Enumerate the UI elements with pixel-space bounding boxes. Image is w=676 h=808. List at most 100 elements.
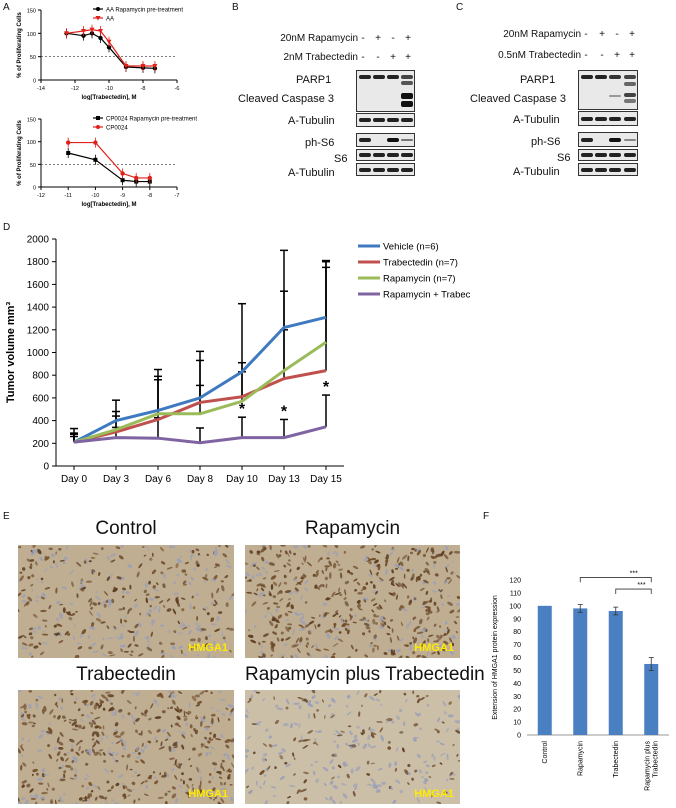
y-axis-label: Tumor volume mm³ <box>5 302 17 404</box>
micrograph-control: HMGA1 <box>18 545 234 658</box>
data-point <box>147 175 152 181</box>
wb-c-band-parp1-caspase <box>578 70 638 110</box>
x-tick-label: -10 <box>91 193 99 199</box>
x-tick-label: Rapamycin <box>577 741 584 776</box>
y-tick-label: 1800 <box>27 257 50 268</box>
data-point <box>106 45 112 50</box>
significance-stars: *** <box>630 570 638 577</box>
y-tick-label: 1600 <box>27 280 50 291</box>
x-tick-label: -9 <box>120 193 125 199</box>
y-tick-label: 70 <box>513 642 521 649</box>
series-line <box>73 315 327 444</box>
x-tick-label: Day 8 <box>187 474 214 485</box>
y-tick-label: 150 <box>27 9 36 15</box>
legend-label: Vehicle (n=6) <box>383 242 439 253</box>
y-tick-label: 120 <box>509 578 521 585</box>
data-point <box>93 157 98 162</box>
wb-c-band-tubulin2 <box>578 163 638 176</box>
wb-symbol: - <box>600 50 604 61</box>
data-point <box>98 29 103 34</box>
wb-b-trabectedin-label: 2nM Trabectedin <box>283 52 359 63</box>
x-tick-label: -12 <box>71 86 79 92</box>
panel-label-e: E <box>3 511 10 522</box>
wb-symbol: - <box>615 29 619 40</box>
significance-star: * <box>281 403 288 420</box>
x-tick-label: Trabectedin <box>652 741 659 778</box>
legend-marker <box>96 125 100 129</box>
y-tick-label: 90 <box>513 616 521 623</box>
data-point <box>152 64 158 69</box>
wb-symbol: + <box>629 50 635 61</box>
wb-symbol: + <box>375 33 381 44</box>
y-tick-label: 20 <box>513 707 521 714</box>
y-tick-label: 50 <box>513 668 521 675</box>
x-tick-label: -12 <box>37 193 45 199</box>
y-tick-label: 2000 <box>27 235 50 246</box>
wb-b-band-parp1-caspase <box>356 70 415 112</box>
significance-star: * <box>239 401 246 418</box>
wb-c-band-tubulin <box>578 111 638 126</box>
legend-label: CP0024 <box>106 126 128 132</box>
x-tick-label: Day 10 <box>226 474 258 485</box>
wb-b-tubulin-label: A-Tubulin <box>288 115 335 127</box>
hmga1-stain-label: HMGA1 <box>414 642 454 654</box>
y-tick-label: 0 <box>43 462 49 473</box>
wb-symbol: + <box>405 52 411 63</box>
y-tick-label: 100 <box>509 603 521 610</box>
chart-f-hmga1-bar: 0 10 20 30 40 50 60 70 80 90 100 110 120 Extension of… <box>492 570 669 791</box>
wb-symbol: + <box>599 29 605 40</box>
x-tick-label: Day 0 <box>61 474 88 485</box>
bar <box>644 663 659 735</box>
data-point <box>81 29 86 34</box>
x-tick-label: -7 <box>175 193 180 199</box>
wb-c-tubulin-label: A-Tubulin <box>513 114 560 126</box>
data-point <box>64 31 69 36</box>
significance-star: * <box>323 379 330 396</box>
wb-c-trabectedin-label: 0.5nM Trabectedin <box>498 50 581 61</box>
micro-title-combo: Rapamycin plus Trabectedin <box>245 664 485 685</box>
series-line <box>73 425 327 445</box>
panel-label-a: A <box>3 2 10 13</box>
panel-label-b: B <box>232 2 239 13</box>
y-tick-label: 30 <box>513 694 521 701</box>
panel-label-c: C <box>456 2 464 13</box>
legend-label: Rapamycin (n=7) <box>383 274 456 285</box>
wb-symbol: - <box>361 33 365 44</box>
wb-symbol: + <box>390 52 396 63</box>
wb-symbol: + <box>629 29 635 40</box>
wb-b-parp1-label: PARP1 <box>296 74 332 86</box>
chart-a-top: 0 50 100 150 -14 -12 -10 -8 -6 log[Trabectedin], … <box>17 7 183 100</box>
hmga1-stain-label: HMGA1 <box>188 788 228 800</box>
significance-stars: *** <box>637 582 645 589</box>
hmga1-stain-label: HMGA1 <box>414 788 454 800</box>
wb-c-parp1-label: PARP1 <box>520 74 556 86</box>
y-tick-label: 200 <box>32 439 49 450</box>
y-tick-label: 1400 <box>27 303 50 314</box>
y-tick-label: 800 <box>32 371 49 382</box>
data-point <box>93 140 98 145</box>
wb-c-caspase3-label: Cleaved Caspase 3 <box>470 93 567 105</box>
data-point <box>120 178 125 183</box>
x-tick-label: -8 <box>141 86 146 92</box>
y-axis-label: Extension of HMGA1 protein expression <box>492 595 499 720</box>
x-tick-label: Trabectedin <box>613 741 620 778</box>
x-tick-label: -8 <box>147 193 152 199</box>
wb-b-rapamycin-label: 20nM Rapamycin <box>280 33 358 44</box>
y-axis-label: % of Proliferating Cells <box>17 120 23 186</box>
chart-d-tumor-volume: 0 200 400 600 800 1000 1200 1400 1600 1800 2000 Day… <box>5 235 470 486</box>
x-tick-label: -11 <box>64 193 72 199</box>
data-point <box>66 140 71 145</box>
wb-b-s6-label: S6 <box>334 153 348 165</box>
hmga1-stain-label: HMGA1 <box>188 642 228 654</box>
series-line <box>73 341 327 444</box>
wb-symbol: - <box>391 33 395 44</box>
significance-bracket <box>579 577 652 583</box>
y-tick-label: 50 <box>30 163 36 169</box>
data-point <box>134 175 139 181</box>
tissue-texture <box>18 545 234 658</box>
data-point <box>123 64 129 69</box>
x-tick-label: Day 6 <box>145 474 172 485</box>
x-tick-label: -10 <box>105 86 113 92</box>
wb-b-band-tubulin <box>356 113 415 127</box>
wb-c-band-s6 <box>578 149 638 161</box>
